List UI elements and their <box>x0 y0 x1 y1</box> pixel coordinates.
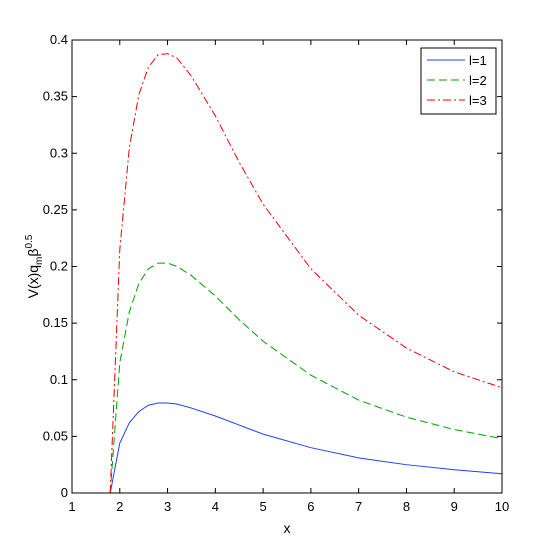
series-group <box>72 53 503 494</box>
x-tick-label: 4 <box>212 499 219 514</box>
x-tick-label: 6 <box>307 499 314 514</box>
y-axis-label-superscript: 0.5 <box>24 234 35 248</box>
y-tick-label: 0.2 <box>50 259 68 274</box>
x-tick-label: 10 <box>495 499 509 514</box>
x-tick-label: 5 <box>259 499 266 514</box>
tick-group: 1 2 3 4 5 6 7 8 9 10 0 0.05 0.1 0.15 0.2 0.25 0.3 0.35 0.4 <box>43 32 510 514</box>
plot-background <box>72 40 502 493</box>
y-tick-label: 0.15 <box>43 315 68 330</box>
y-tick-label: 0.25 <box>43 202 68 217</box>
legend-label-1: l=1 <box>469 53 487 68</box>
x-tick-label: 9 <box>451 499 458 514</box>
y-tick-label: 0.1 <box>50 372 68 387</box>
x-tick-label: 7 <box>355 499 362 514</box>
series-line-1 <box>72 402 503 494</box>
x-tick-label: 8 <box>403 499 410 514</box>
x-tick-label: 2 <box>116 499 123 514</box>
legend-box <box>420 47 497 115</box>
y-tick-label: 0.3 <box>50 145 68 160</box>
y-tick-label: 0 <box>61 485 68 500</box>
y-tick-label: 0.35 <box>43 89 68 104</box>
y-tick-label: 0.4 <box>50 32 68 47</box>
series-line-3 <box>109 53 503 494</box>
x-axis-label: x <box>284 520 291 536</box>
x-tick-label: 3 <box>164 499 171 514</box>
y-axis-label: V(x)qmβ0.5 <box>24 234 45 298</box>
y-axis-label-main: V(x)q <box>25 265 41 298</box>
x-tick-label: 1 <box>68 499 75 514</box>
y-axis-label-after: β <box>25 249 41 257</box>
y-axis-label-subscript: m <box>34 257 45 265</box>
legend-label-3: l=3 <box>469 93 487 108</box>
y-tick-label: 0.05 <box>43 428 68 443</box>
legend-label-2: l=2 <box>469 73 487 88</box>
plot-area <box>72 40 502 493</box>
legend: l=1 l=2 l=3 <box>420 47 497 115</box>
series-line-2 <box>109 262 503 494</box>
